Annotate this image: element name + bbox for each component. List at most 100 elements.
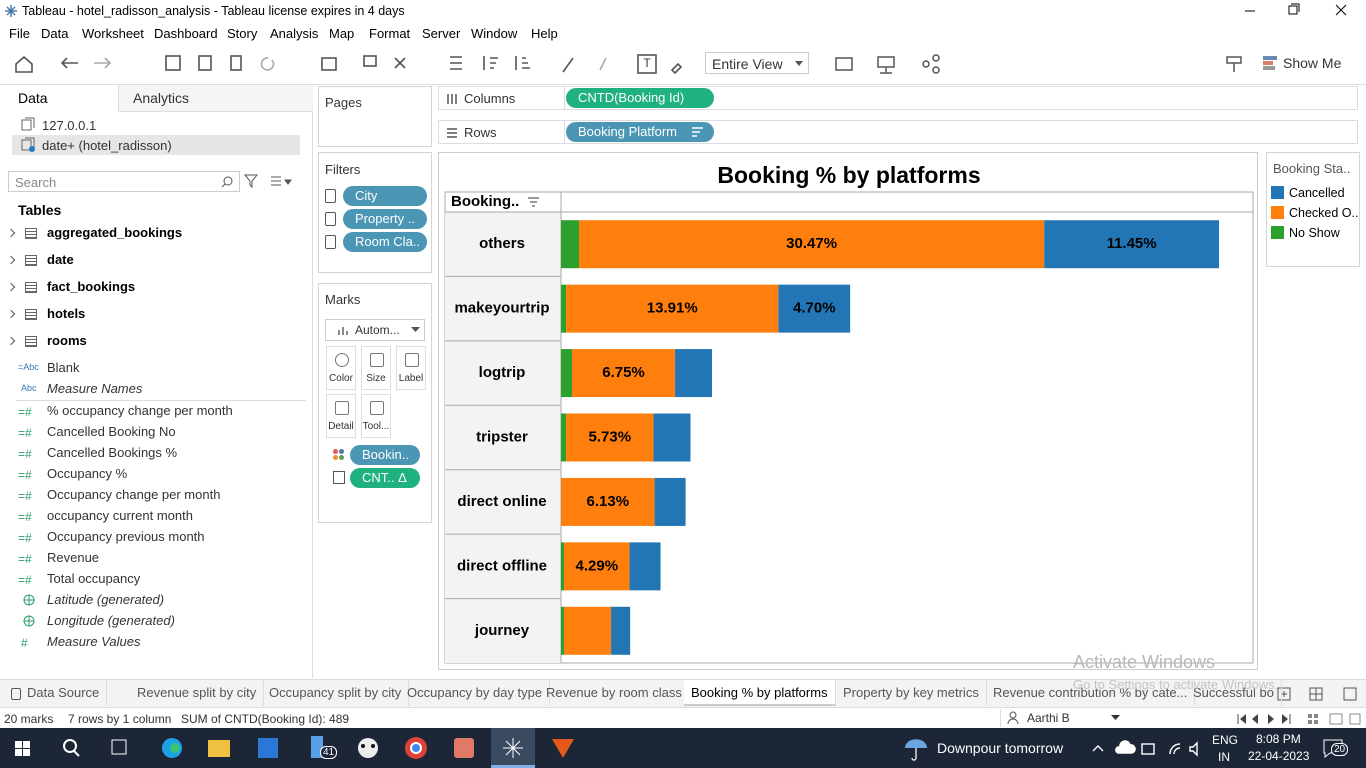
legend-label[interactable]: Cancelled	[1289, 186, 1345, 200]
menu-item[interactable]: Window	[471, 26, 518, 41]
window-controls[interactable]	[1230, 0, 1366, 22]
mark-button[interactable]: Tool...	[361, 394, 391, 438]
data-tab[interactable]: Data	[0, 85, 118, 113]
sheet-tab[interactable]: Revenue split by city	[130, 680, 265, 706]
menu-item[interactable]: Server	[422, 26, 461, 41]
sheet-tab[interactable]: Property by key metrics	[836, 680, 987, 706]
table-name[interactable]: aggregated_bookings	[47, 225, 183, 240]
menu-item[interactable]: Dashboard	[154, 26, 218, 41]
sort-icon[interactable]	[528, 197, 539, 207]
mark-button[interactable]: Label	[396, 346, 426, 390]
table-name[interactable]: hotels	[47, 306, 86, 321]
field-name[interactable]: Measure Names	[47, 381, 143, 396]
bar-segment[interactable]	[564, 606, 612, 655]
bar-segment[interactable]	[571, 349, 676, 398]
mark-button[interactable]: Detail	[326, 394, 356, 438]
marks-pill[interactable]: Bookin..	[350, 445, 420, 465]
field-name[interactable]: Revenue	[47, 550, 100, 565]
bar-segment[interactable]	[561, 606, 565, 655]
menu-item[interactable]: Format	[369, 26, 411, 41]
field-name[interactable]: Latitude (generated)	[47, 592, 165, 607]
columns-pill[interactable]: CNTD(Booking Id)	[566, 88, 714, 108]
row-label[interactable]: others	[479, 235, 525, 252]
sheet-tab[interactable]: Booking % by platforms	[684, 680, 836, 706]
expand-arrow[interactable]	[6, 336, 16, 346]
pane-tools[interactable]	[243, 173, 303, 191]
row-header[interactable]: Booking..	[451, 193, 519, 210]
field-name[interactable]: Longitude (generated)	[47, 613, 175, 628]
table-name[interactable]: date	[47, 252, 74, 267]
filter-pill[interactable]: City	[343, 186, 427, 206]
field-name[interactable]: Total occupancy	[47, 571, 141, 586]
bar-segment[interactable]	[566, 413, 654, 462]
bar-segment[interactable]	[561, 220, 580, 269]
menu-item[interactable]: Help	[531, 26, 558, 41]
menu-item[interactable]: Map	[329, 26, 355, 41]
rows-pill[interactable]: Booking Platform	[566, 122, 714, 142]
toolbar-icons[interactable]: T	[0, 44, 700, 84]
filter-pill[interactable]: Room Cla..	[343, 232, 427, 252]
row-label[interactable]: makeyourtrip	[454, 300, 549, 317]
menu-item[interactable]: Analysis	[270, 26, 319, 41]
table-name[interactable]: rooms	[47, 333, 87, 348]
menu-item[interactable]: Story	[227, 26, 258, 41]
sheet-tab[interactable]: Occupancy split by city	[262, 680, 410, 706]
user-menu[interactable]: Aarthi B	[1000, 709, 1125, 727]
table-name[interactable]: fact_bookings	[47, 279, 136, 294]
bar-segment[interactable]	[564, 542, 630, 591]
sheet-tools[interactable]	[1276, 685, 1366, 703]
row-label[interactable]: tripster	[476, 428, 528, 445]
mark-button[interactable]: Size	[361, 346, 391, 390]
bar-segment[interactable]	[1044, 220, 1219, 269]
bar-segment[interactable]	[778, 284, 851, 333]
field-name[interactable]: Cancelled Booking No	[47, 424, 176, 439]
menu-item[interactable]: Data	[41, 26, 69, 41]
filter-pill[interactable]: Property ..	[343, 209, 427, 229]
row-label[interactable]: logtrip	[479, 364, 526, 381]
field-name[interactable]: Occupancy %	[47, 466, 128, 481]
notifications-icon[interactable]	[1322, 738, 1344, 758]
show-me-icon[interactable]	[1262, 55, 1278, 71]
field-name[interactable]: Occupancy previous month	[47, 529, 205, 544]
legend-swatch[interactable]	[1271, 186, 1284, 199]
connection[interactable]: date+ (hotel_radisson)	[42, 138, 172, 153]
bar-segment[interactable]	[675, 349, 712, 398]
clock-date[interactable]: 22-04-2023	[1248, 749, 1310, 763]
bar-segment[interactable]	[561, 477, 655, 526]
mark-type-dropdown[interactable]: Autom...	[325, 319, 425, 341]
connection[interactable]: 127.0.0.1	[42, 118, 97, 133]
legend-label[interactable]: No Show	[1289, 226, 1340, 240]
clock-time[interactable]: 8:08 PM	[1256, 732, 1301, 746]
search-box[interactable]: Search	[8, 171, 240, 192]
expand-arrow[interactable]	[6, 282, 16, 292]
mark-button[interactable]: Color	[326, 346, 356, 390]
toolbar-icons-right[interactable]	[830, 52, 950, 76]
menu-item[interactable]: Worksheet	[82, 26, 144, 41]
menu-item[interactable]: File	[9, 26, 30, 41]
field-name[interactable]: Cancelled Bookings %	[47, 445, 178, 460]
fit-dropdown[interactable]: Entire View	[705, 52, 809, 74]
lang[interactable]: ENG	[1212, 733, 1239, 747]
taskbar-icons[interactable]	[0, 728, 600, 768]
legend-swatch[interactable]	[1271, 206, 1284, 219]
bar-segment[interactable]	[653, 413, 691, 462]
bar-segment[interactable]	[579, 220, 1045, 269]
row-label[interactable]: journey	[474, 622, 530, 639]
field-name[interactable]: Measure Values	[47, 634, 141, 649]
bar-segment[interactable]	[561, 542, 565, 591]
sheet-navigation[interactable]	[1234, 712, 1364, 726]
sheet-tab[interactable]: Revenue contribution % by cate...	[986, 680, 1196, 706]
bar-segment[interactable]	[561, 349, 572, 398]
expand-arrow[interactable]	[6, 255, 16, 265]
expand-arrow[interactable]	[6, 228, 16, 238]
field-name[interactable]: occupancy current month	[47, 508, 193, 523]
region[interactable]: IN	[1218, 750, 1230, 764]
weather[interactable]: Downpour tomorrow	[937, 740, 1064, 756]
bar-segment[interactable]	[654, 477, 686, 526]
field-name[interactable]: % occupancy change per month	[47, 403, 233, 418]
legend-label[interactable]: Checked O..	[1289, 206, 1359, 220]
field-name[interactable]: Occupancy change per month	[47, 487, 221, 502]
format-painter[interactable]	[1224, 54, 1244, 74]
marks-pill[interactable]: CNT.. Δ	[350, 468, 420, 488]
bar-segment[interactable]	[561, 413, 567, 462]
